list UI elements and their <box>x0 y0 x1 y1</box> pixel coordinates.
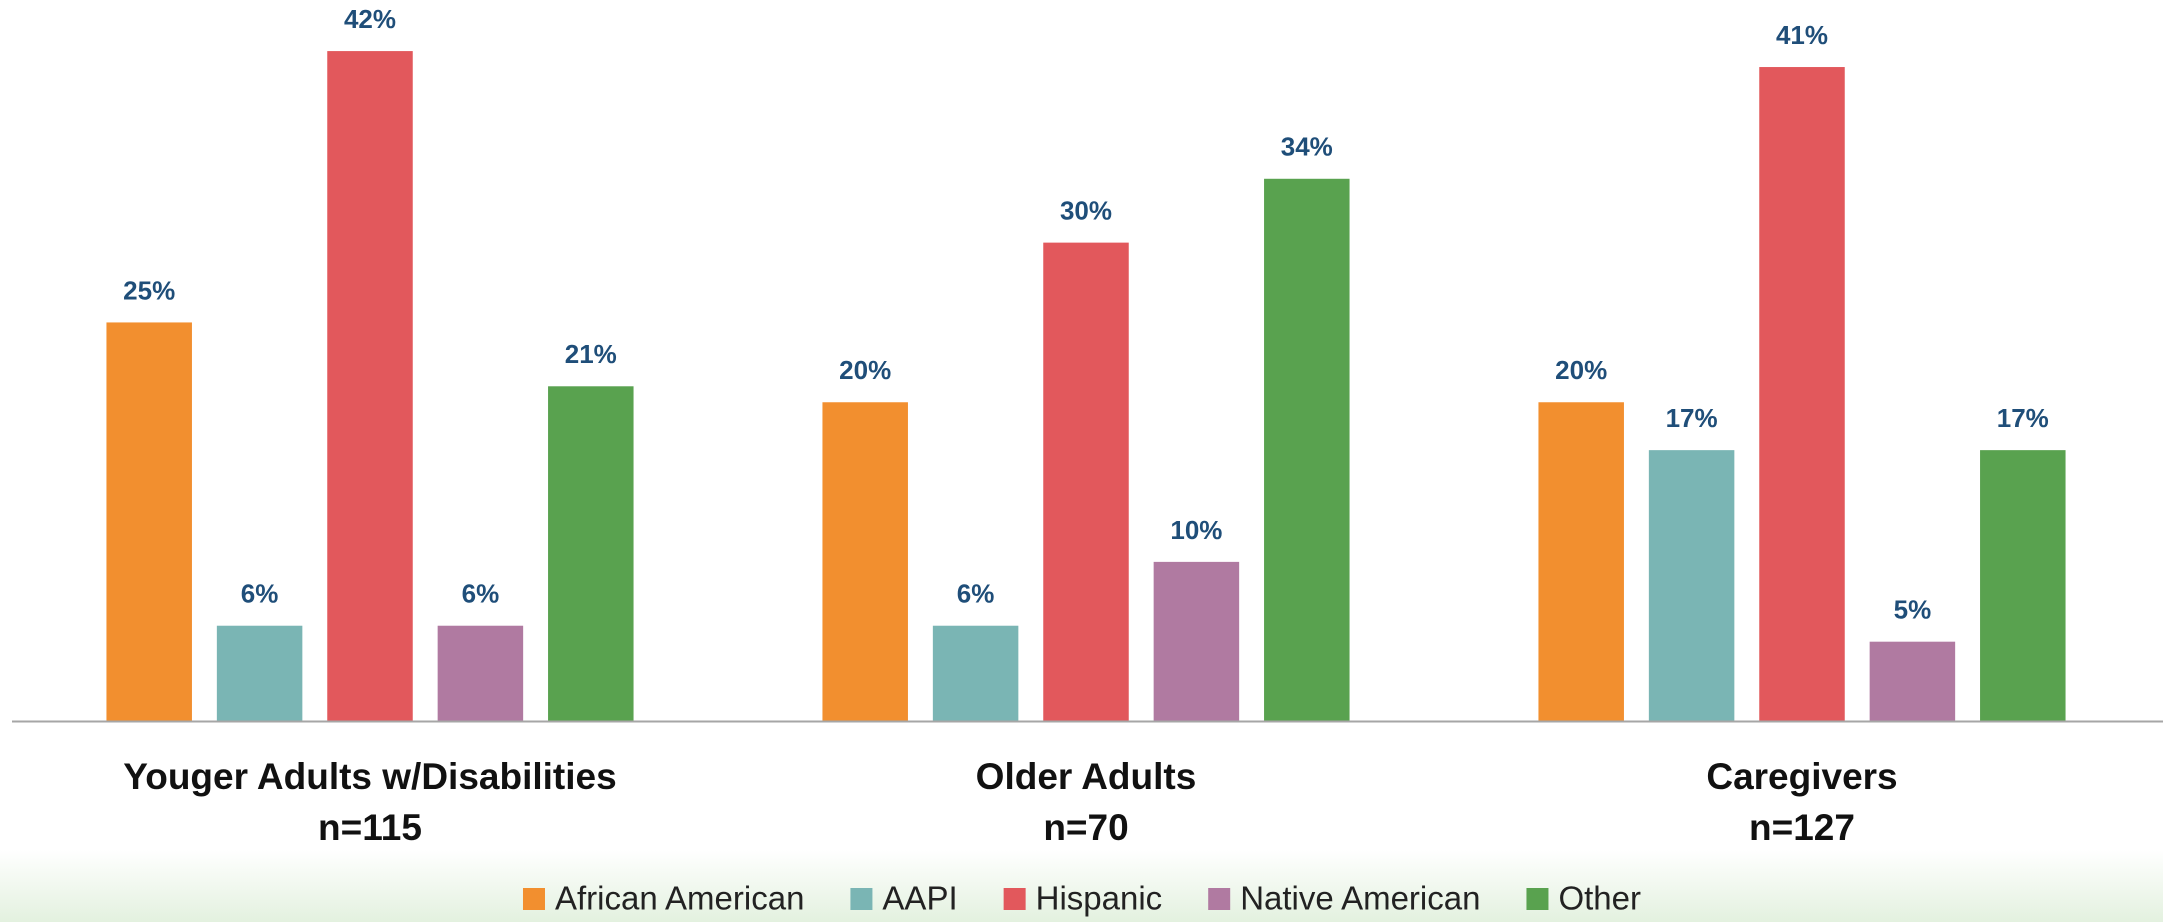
legend-label: Hispanic <box>1036 880 1163 917</box>
value-label: 30% <box>1060 196 1112 226</box>
legend-label: AAPI <box>882 880 957 917</box>
x-tick-label: Older Adults <box>976 756 1197 797</box>
legend: African American AAPI Hispanic Native Ameri… <box>522 880 1641 917</box>
legend-label: Native American <box>1240 880 1480 917</box>
bar <box>1648 450 1735 722</box>
x-tick-label: Youger Adults w/Disabilities <box>123 756 616 797</box>
legend-label: Other <box>1558 880 1641 917</box>
legend-swatch <box>522 888 545 910</box>
bar <box>1264 178 1350 722</box>
x-tick-label: n=70 <box>1043 807 1128 848</box>
x-tick-label: n=115 <box>318 807 422 848</box>
legend-label: African American <box>555 880 804 917</box>
value-label: 41% <box>1776 20 1828 50</box>
value-label: 5% <box>1894 595 1932 625</box>
bar <box>437 625 524 722</box>
value-label: 34% <box>1281 132 1333 162</box>
bar <box>106 322 192 722</box>
value-label: 6% <box>957 579 995 609</box>
bar <box>216 625 303 722</box>
legend-swatch <box>850 888 873 910</box>
bar <box>1869 641 1956 722</box>
value-label: 10% <box>1170 515 1222 545</box>
value-label: 21% <box>565 339 617 369</box>
value-label: 20% <box>839 355 891 385</box>
bar <box>1538 402 1624 722</box>
value-label: 6% <box>241 579 279 609</box>
legend-swatch <box>1526 888 1549 910</box>
value-label: 42% <box>344 4 396 34</box>
footer-band <box>0 850 2163 922</box>
value-label: 17% <box>1666 403 1718 433</box>
x-tick-label: n=127 <box>1749 807 1855 848</box>
legend-swatch <box>1003 888 1026 910</box>
bar <box>1043 242 1129 722</box>
value-label: 6% <box>462 579 500 609</box>
bar <box>1980 450 2066 722</box>
bar <box>1759 67 1845 722</box>
value-label: 25% <box>123 275 175 305</box>
bar <box>1153 561 1240 722</box>
bar <box>327 51 413 722</box>
bar <box>932 625 1019 722</box>
x-tick-label: Caregivers <box>1706 756 1897 797</box>
bar <box>548 386 634 722</box>
value-label: 17% <box>1997 403 2049 433</box>
legend-swatch <box>1208 888 1231 910</box>
value-label: 20% <box>1555 355 1607 385</box>
bar <box>822 402 908 722</box>
plot-area: 25% 6% 42% 6% 21% Youger Adults w/Disabilitie… <box>12 4 2163 848</box>
